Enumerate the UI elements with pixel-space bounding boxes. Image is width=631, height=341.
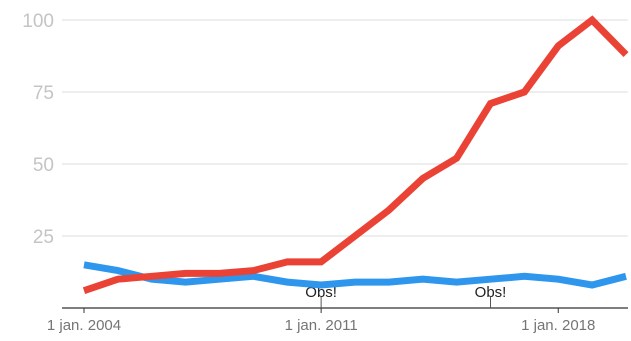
y-tick-label: 50 (33, 155, 54, 176)
y-tick-label: 25 (33, 227, 54, 248)
series-line-2 (83, 261, 627, 289)
x-tick-label: 1 jan. 2004 (47, 317, 121, 334)
annotations: Obs! Obs! (305, 284, 506, 308)
annotation-label: Obs! (305, 284, 337, 301)
y-tick-label: 75 (33, 83, 54, 104)
annotation-label: Obs! (475, 284, 507, 301)
x-tick-label: 1 jan. 2018 (521, 317, 595, 334)
x-tick-label: 1 jan. 2011 (285, 317, 358, 334)
x-axis-ticks: 1 jan. 2004 1 jan. 2011 1 jan. 2018 (47, 308, 595, 334)
y-tick-label: 100 (22, 11, 54, 32)
series-lines (82, 15, 629, 295)
gridlines (62, 19, 628, 237)
y-axis-ticks: 25 50 75 100 (22, 11, 54, 248)
series-line-1 (82, 15, 629, 295)
